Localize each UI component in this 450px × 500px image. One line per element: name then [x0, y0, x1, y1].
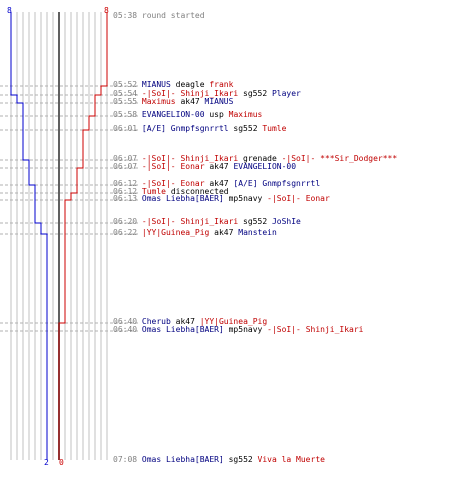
event-row: 05:54 -|SoI|- Shinji_Ikari sg552 Player	[113, 89, 301, 99]
event-row: 05:55 Maximus ak47 MIANUS	[113, 97, 233, 107]
event-player-name: Viva la Muerte	[257, 455, 325, 464]
event-time: 06:07	[113, 162, 142, 171]
event-player-name: Cherub	[141, 317, 171, 326]
event-player-name: -|SoI|- Shinji_Ikari	[141, 217, 239, 226]
event-time: 06:01	[113, 124, 142, 133]
event-row: 07:08 Omas Liebha[BAER] sg552 Viva la Mu…	[113, 455, 325, 465]
event-time: 06:40	[113, 317, 142, 326]
event-time: 06:20	[113, 217, 142, 226]
event-time: 06:22	[113, 228, 142, 237]
event-row: 06:12 -|SoI|- Eonar ak47 [A/E] Gnmpfsgnr…	[113, 179, 320, 189]
blue-team-alive-line	[10, 12, 48, 460]
blue-end-count: 2	[44, 458, 49, 467]
event-action: deagle	[170, 80, 210, 89]
event-player-name: EVANGELION-00	[141, 110, 205, 119]
event-action: sg552	[228, 124, 263, 133]
event-time: 05:58	[113, 110, 142, 119]
event-row: 06:12 Tumle disconnected	[113, 187, 229, 197]
event-action: ak47	[209, 228, 239, 237]
player-grid	[10, 12, 108, 460]
event-action: usp	[204, 110, 229, 119]
event-player-name: [A/E] Gnmpfsgnrrtl	[141, 124, 229, 133]
event-row-lines	[0, 85, 140, 332]
event-time: 06:12	[113, 179, 142, 188]
event-action: mp5navy	[223, 325, 268, 334]
event-player-name: Player	[271, 89, 301, 98]
event-time: 06:13	[113, 194, 142, 203]
event-time: 05:52	[113, 80, 142, 89]
event-player-name: MIANUS	[204, 97, 234, 106]
event-action: ak47	[204, 162, 234, 171]
event-player-name: Omas Liebha[BAER]	[141, 455, 224, 464]
event-time: 07:08	[113, 455, 142, 464]
event-player-name: -|SoI|- Shinji_Ikari	[141, 89, 239, 98]
event-player-name: Maximus	[141, 97, 176, 106]
event-time: 05:55	[113, 97, 142, 106]
event-player-name: [A/E] Gnmpfsgnrrtl	[233, 179, 321, 188]
event-player-name: Tumle	[262, 124, 287, 133]
event-row: 06:07 -|SoI|- Eonar ak47 EVANGELION-00	[113, 162, 296, 172]
event-player-name: |YY|Guinea_Pig	[141, 228, 210, 237]
red-team-alive-line	[58, 12, 108, 460]
event-time: 06:07	[113, 154, 142, 163]
event-row: 05:38 round started	[113, 11, 205, 21]
event-time: 06:12	[113, 187, 142, 196]
event-action: disconnected	[166, 187, 229, 196]
event-action: sg552	[238, 217, 272, 226]
event-row: 06:13 Omas Liebha[BAER] mp5navy -|SoI|- …	[113, 194, 330, 204]
event-player-name: frank	[209, 80, 234, 89]
event-player-name: -|SoI|- Shinji_Ikari	[141, 154, 239, 163]
event-action: sg552	[238, 89, 272, 98]
event-time: 05:54	[113, 89, 142, 98]
event-row: 06:07 -|SoI|- Shinji_Ikari grenade -|SoI…	[113, 154, 397, 164]
event-player-name: round started	[141, 11, 205, 20]
event-row: 06:20 -|SoI|- Shinji_Ikari sg552 JoShIe	[113, 217, 301, 227]
event-row: 05:58 EVANGELION-00 usp Maximus	[113, 110, 262, 120]
event-player-name: JoShIe	[271, 217, 301, 226]
event-player-name: Maximus	[228, 110, 263, 119]
event-row: 06:40 Omas Liebha[BAER] mp5navy -|SoI|- …	[113, 325, 363, 335]
event-row: 06:22 |YY|Guinea_Pig ak47 Manstein	[113, 228, 277, 238]
event-player-name: Tumle	[141, 187, 166, 196]
event-action: sg552	[223, 455, 258, 464]
event-row: 05:52 MIANUS deagle frank	[113, 80, 233, 90]
event-action: ak47	[175, 97, 205, 106]
red-end-count: 0	[59, 458, 64, 467]
event-player-name: Omas Liebha[BAER]	[141, 325, 224, 334]
event-player-name: Omas Liebha[BAER]	[141, 194, 224, 203]
event-time: 06:40	[113, 325, 142, 334]
event-player-name: -|SoI|- Shinji_Ikari	[267, 325, 364, 334]
event-time: 05:38	[113, 11, 142, 20]
blue-start-count: 8	[7, 6, 12, 15]
event-player-name: |YY|Guinea_Pig	[199, 317, 268, 326]
event-action: ak47	[170, 317, 200, 326]
event-row: 06:01 [A/E] Gnmpfsgnrrtl sg552 Tumle	[113, 124, 286, 134]
event-player-name: -|SoI|- Eonar	[141, 179, 205, 188]
event-player-name: EVANGELION-00	[233, 162, 297, 171]
event-action: grenade	[238, 154, 282, 163]
event-action: ak47	[204, 179, 234, 188]
event-player-name: Manstein	[238, 228, 277, 237]
event-action: mp5navy	[223, 194, 268, 203]
event-player-name: -|SoI|- Eonar	[141, 162, 205, 171]
event-player-name: MIANUS	[141, 80, 171, 89]
event-player-name: -|SoI|- ***Sir_Dodger***	[281, 154, 398, 163]
red-start-count: 8	[104, 6, 109, 15]
event-row: 06:40 Cherub ak47 |YY|Guinea_Pig	[113, 317, 267, 327]
event-player-name: -|SoI|- Eonar	[267, 194, 330, 203]
